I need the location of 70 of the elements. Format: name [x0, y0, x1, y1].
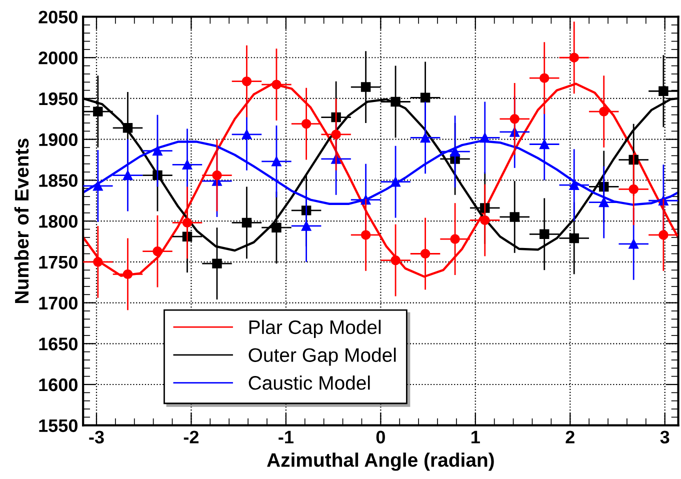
- point: [569, 233, 579, 244]
- point: [272, 156, 282, 166]
- point: [540, 139, 550, 150]
- point: [93, 106, 103, 116]
- point: [420, 132, 430, 143]
- point: [390, 176, 400, 187]
- y-tick-label: 1600: [39, 378, 78, 392]
- point: [93, 181, 103, 191]
- point: [182, 218, 192, 228]
- legend-label: Caustic Model: [248, 376, 370, 390]
- x-tick-label: 0: [376, 430, 385, 444]
- y-tick-label: 2000: [38, 52, 78, 64]
- point: [420, 92, 430, 103]
- point: [182, 160, 192, 170]
- point: [122, 269, 133, 280]
- x-tick-label: 3: [660, 430, 670, 444]
- point: [360, 230, 371, 240]
- point: [360, 82, 371, 92]
- x-tick-label: 1: [472, 430, 480, 444]
- x-tick-label: -3: [89, 430, 104, 444]
- point: [540, 229, 550, 239]
- point: [301, 118, 312, 129]
- point: [390, 255, 400, 266]
- point: [122, 170, 133, 180]
- x-tick-label: 2: [566, 430, 574, 444]
- y-tick-label: 1700: [39, 296, 78, 310]
- point: [569, 180, 579, 190]
- point: [598, 197, 609, 208]
- point: [301, 221, 312, 231]
- point: [272, 222, 282, 232]
- point: [658, 230, 668, 240]
- point: [658, 86, 668, 96]
- point: [480, 215, 490, 226]
- point: [510, 114, 520, 124]
- y-tick-label: 1850: [39, 174, 78, 187]
- point: [569, 52, 579, 62]
- x-tick-label: -1: [278, 430, 294, 444]
- y-tick-label: 2050: [38, 10, 78, 24]
- y-tick-label: 1900: [39, 133, 78, 146]
- point: [598, 106, 609, 116]
- point: [450, 146, 460, 156]
- point: [212, 258, 222, 268]
- point: [242, 218, 252, 228]
- point: [628, 184, 638, 194]
- y-tick-label: 1800: [39, 214, 78, 228]
- point: [540, 73, 550, 83]
- point: [450, 234, 460, 244]
- point: [122, 123, 133, 133]
- y-axis-title: Number of Events: [14, 138, 29, 303]
- point: [390, 96, 400, 107]
- x-tick-label: -2: [184, 430, 199, 444]
- point: [242, 130, 252, 140]
- point: [510, 212, 520, 222]
- point: [331, 130, 341, 140]
- legend-label: Outer Gap Model: [248, 348, 396, 366]
- point: [152, 246, 162, 256]
- y-tick-label: 1750: [39, 256, 78, 269]
- point: [420, 248, 430, 259]
- legend-label: Plar Cap Model: [249, 320, 381, 338]
- point: [628, 239, 638, 249]
- x-axis-title: Azimuthal Angle (radian): [267, 452, 494, 471]
- y-tick-label: 1950: [39, 92, 78, 106]
- point: [272, 80, 282, 90]
- point: [212, 170, 222, 180]
- point: [480, 132, 490, 143]
- point: [152, 146, 162, 156]
- y-tick-label: 1550: [39, 419, 78, 432]
- y-tick-label: 1650: [39, 338, 78, 350]
- point: [93, 257, 103, 267]
- point: [242, 76, 252, 86]
